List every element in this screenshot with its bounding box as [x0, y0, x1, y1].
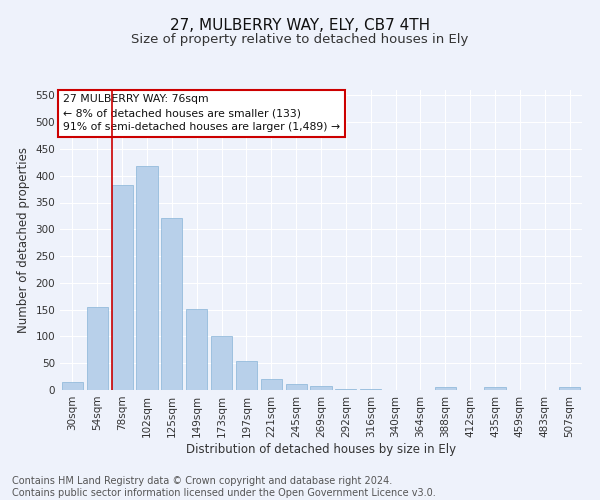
Text: 27 MULBERRY WAY: 76sqm
← 8% of detached houses are smaller (133)
91% of semi-det: 27 MULBERRY WAY: 76sqm ← 8% of detached …: [62, 94, 340, 132]
Bar: [559, 388, 580, 390]
Bar: [87, 307, 108, 390]
Bar: [186, 308, 207, 390]
Bar: [62, 382, 83, 390]
Bar: [310, 386, 332, 390]
X-axis label: Distribution of detached houses by size in Ely: Distribution of detached houses by size …: [186, 442, 456, 456]
Text: 27, MULBERRY WAY, ELY, CB7 4TH: 27, MULBERRY WAY, ELY, CB7 4TH: [170, 18, 430, 32]
Bar: [136, 166, 158, 390]
Bar: [211, 336, 232, 390]
Bar: [335, 389, 356, 390]
Y-axis label: Number of detached properties: Number of detached properties: [17, 147, 30, 333]
Bar: [286, 384, 307, 390]
Bar: [261, 380, 282, 390]
Bar: [236, 360, 257, 390]
Bar: [484, 388, 506, 390]
Text: Contains HM Land Registry data © Crown copyright and database right 2024.
Contai: Contains HM Land Registry data © Crown c…: [12, 476, 436, 498]
Bar: [435, 388, 456, 390]
Bar: [112, 185, 133, 390]
Text: Size of property relative to detached houses in Ely: Size of property relative to detached ho…: [131, 32, 469, 46]
Bar: [161, 218, 182, 390]
